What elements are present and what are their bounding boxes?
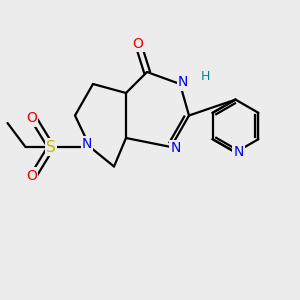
Text: O: O: [133, 37, 143, 50]
Text: H: H: [201, 70, 210, 83]
Text: O: O: [26, 112, 37, 125]
Text: N: N: [82, 137, 92, 151]
Text: N: N: [178, 76, 188, 89]
Text: S: S: [46, 140, 56, 154]
Text: O: O: [26, 169, 37, 182]
Text: N: N: [170, 142, 181, 155]
Text: N: N: [233, 146, 244, 159]
